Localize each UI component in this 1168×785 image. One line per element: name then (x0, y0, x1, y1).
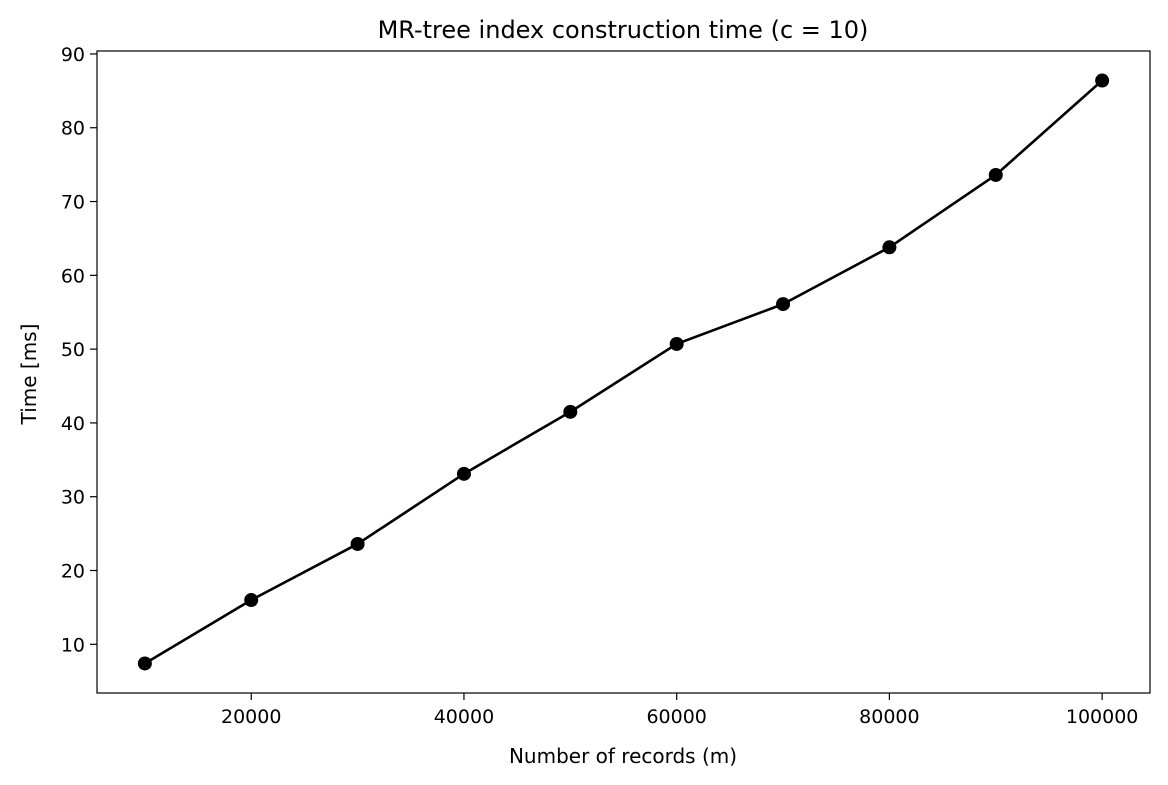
y-tick-label: 10 (61, 634, 85, 656)
y-tick-label: 80 (61, 118, 85, 140)
x-tick-label: 40000 (434, 706, 494, 728)
x-tick-label: 20000 (221, 706, 281, 728)
data-point (776, 297, 791, 312)
data-point (669, 336, 684, 351)
y-tick-label: 60 (61, 265, 85, 287)
y-tick-label: 30 (61, 487, 85, 509)
y-tick-label: 20 (61, 561, 85, 583)
x-tick-label: 80000 (859, 706, 919, 728)
series-layer (137, 73, 1110, 671)
y-tick-label: 40 (61, 413, 85, 435)
tick-layer: 20000 40000 60000 80000 100000 10 20 30 40 50 60 70… (61, 44, 1139, 728)
y-axis-label: Time [ms] (17, 324, 41, 426)
data-point (137, 656, 152, 671)
data-point (456, 466, 471, 481)
x-tick-label: 60000 (646, 706, 706, 728)
series-line (144, 79, 1103, 665)
chart-title: MR-tree index construction time (c = 10) (378, 16, 869, 44)
x-tick-label: 100000 (1066, 706, 1139, 728)
data-point (988, 167, 1003, 182)
x-axis-label: Number of records (m) (509, 744, 737, 768)
y-tick-label: 90 (61, 44, 85, 66)
data-point (1095, 73, 1110, 88)
y-tick-label: 50 (61, 339, 85, 361)
data-point (244, 593, 259, 608)
data-point (350, 536, 365, 551)
y-tick-label: 70 (61, 192, 85, 214)
data-point (563, 404, 578, 419)
plot-area-frame (96, 50, 1151, 694)
data-point (882, 240, 897, 255)
